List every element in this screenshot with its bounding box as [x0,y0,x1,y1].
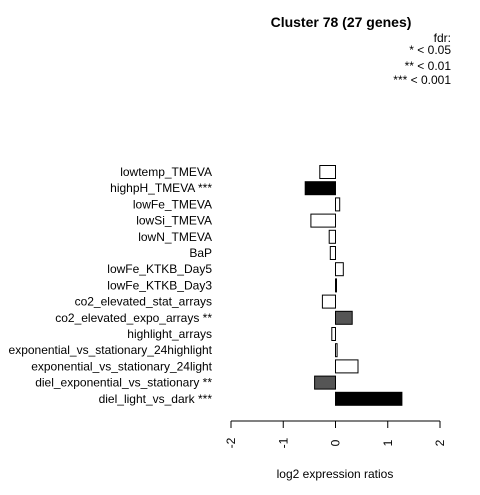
bar-4 [310,213,336,228]
bar-12 [335,343,338,358]
category-labels: lowtemp_TMEVA highpH_TMEVA *** lowFe_TMEVA… [9,165,213,406]
legend: fdr: * < 0.05 ** < 0.01 *** < 0.001 [393,31,451,87]
category-label-4: lowSi_TMEVA [136,214,212,228]
category-label-3: lowFe_TMEVA [133,197,212,211]
bar-10 [335,310,353,325]
category-label-2: highpH_TMEVA *** [110,181,212,195]
bar-2 [304,181,337,196]
bar-1 [319,165,336,179]
category-label-13: exponential_vs_stationary_24light [31,359,212,373]
x-tick-label-3: 0 [329,439,343,446]
category-label-9: co2_elevated_stat_arrays [75,295,212,309]
bar-6 [329,246,336,260]
category-label-6: BaP [189,246,212,260]
x-tick-label-2: -1 [276,437,290,448]
x-tick-label-4: 1 [381,439,395,446]
bar-7 [335,262,344,277]
x-tick-label-1: -2 [224,437,238,448]
chart-title: Cluster 78 (27 genes) [271,14,412,30]
category-label-7: lowFe_KTKB_Day5 [107,262,212,276]
legend-title: fdr: [434,31,451,45]
bar-5 [328,229,337,244]
category-label-11: highlight_arrays [127,327,212,341]
category-label-10: co2_elevated_expo_arrays ** [55,311,212,325]
x-axis: -2 -1 0 1 2 [224,420,447,448]
legend-entry-2: ** < 0.01 [405,59,452,73]
bar-3 [335,197,341,212]
category-label-1: lowtemp_TMEVA [120,165,212,179]
category-label-8: lowFe_KTKB_Day3 [107,278,212,292]
legend-entry-1: * < 0.05 [409,43,451,57]
bar-11 [331,327,336,341]
bars [304,165,403,406]
category-label-15: diel_light_vs_dark *** [99,392,213,406]
category-label-14: diel_exponential_vs_stationary ** [35,376,212,390]
bar-9 [321,294,336,309]
x-axis-label: log2 expression ratios [277,467,394,481]
category-label-5: lowN_TMEVA [138,230,212,244]
bar-15 [335,391,403,406]
bar-14 [314,375,337,390]
bar-8 [335,278,337,293]
category-label-12: exponential_vs_stationary_24highlight [9,343,213,357]
bar-13 [335,359,359,374]
x-tick-label-5: 2 [433,439,447,446]
legend-entry-3: *** < 0.001 [393,73,451,87]
